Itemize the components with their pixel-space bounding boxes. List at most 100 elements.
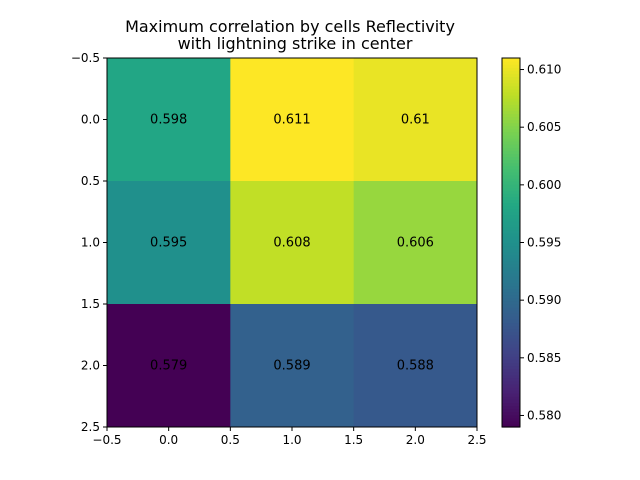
colorbar-segment bbox=[502, 134, 520, 139]
y-axis: −0.5 0.0 0.5 1.0 1.5 2.0 2.5 bbox=[71, 51, 107, 434]
colorbar-segment bbox=[502, 291, 520, 296]
colorbar-segment bbox=[502, 276, 520, 280]
colorbar-segment bbox=[502, 350, 520, 354]
cell-value-label-r2-c0: 0.579 bbox=[150, 359, 187, 374]
colorbar-segment bbox=[502, 267, 520, 271]
heatmap-cell-r2-c2 bbox=[353, 304, 478, 428]
colorbar-segment bbox=[502, 196, 520, 201]
colorbar-tick-label: 0.610 bbox=[527, 63, 561, 77]
colorbar-segment bbox=[502, 199, 520, 204]
colorbar-segment bbox=[502, 371, 520, 376]
x-tick-label: 2.0 bbox=[406, 433, 425, 447]
colorbar-segment bbox=[502, 288, 520, 293]
colorbar-segment bbox=[502, 128, 520, 133]
colorbar-segment bbox=[502, 390, 520, 394]
heatmap-cell-r0-c2 bbox=[353, 58, 478, 182]
colorbar-segment bbox=[502, 162, 520, 167]
y-tick-label: −0.5 bbox=[71, 51, 100, 65]
colorbar-segment bbox=[502, 165, 520, 170]
cell-value-label-r1-c1: 0.608 bbox=[273, 236, 310, 251]
heatmap-cell-r0-c0 bbox=[107, 58, 231, 182]
x-axis: −0.5 0.0 0.5 1.0 1.5 2.0 2.5 bbox=[92, 427, 487, 447]
x-tick-label: 2.5 bbox=[467, 433, 486, 447]
heatmap-cells bbox=[107, 58, 478, 428]
colorbar-segment bbox=[502, 264, 520, 268]
x-tick-label: 1.0 bbox=[282, 433, 301, 447]
cell-value-label-r0-c0: 0.598 bbox=[150, 113, 187, 128]
colorbar-segment bbox=[502, 137, 520, 142]
colorbar-segment bbox=[502, 131, 520, 136]
colorbar-segment bbox=[502, 374, 520, 379]
colorbar-segment bbox=[502, 362, 520, 367]
colorbar-segment bbox=[502, 420, 520, 425]
colorbar-segment bbox=[502, 91, 520, 96]
colorbar-segment bbox=[502, 294, 520, 299]
colorbar-segment bbox=[502, 171, 520, 176]
colorbar-segment bbox=[502, 211, 520, 216]
colorbar-segment bbox=[502, 322, 520, 327]
colorbar-segment bbox=[502, 208, 520, 213]
colorbar-segment bbox=[502, 347, 520, 351]
colorbar-segment bbox=[502, 116, 520, 121]
colorbar-segment bbox=[502, 82, 520, 87]
colorbar-segment bbox=[502, 61, 520, 65]
colorbar-segment bbox=[502, 251, 520, 256]
colorbar-segment bbox=[502, 141, 520, 145]
colorbar-segment bbox=[502, 300, 520, 305]
colorbar-segment bbox=[502, 310, 520, 314]
colorbar-segment bbox=[502, 325, 520, 330]
colorbar-segment bbox=[502, 337, 520, 342]
cell-value-label-r2-c1: 0.589 bbox=[273, 359, 310, 374]
colorbar-segment bbox=[502, 88, 520, 93]
colorbar-segment bbox=[502, 147, 520, 151]
heatmap-cell-r2-c0 bbox=[107, 304, 231, 428]
colorbar-segment bbox=[502, 177, 520, 182]
colorbar-segment bbox=[502, 227, 520, 231]
y-tick-label: 0.0 bbox=[81, 113, 100, 127]
colorbar-segment bbox=[502, 257, 520, 262]
colorbar-segment bbox=[502, 270, 520, 274]
colorbar-segment bbox=[502, 94, 520, 99]
x-tick-label: −0.5 bbox=[92, 433, 121, 447]
colorbar-segment bbox=[502, 273, 520, 277]
colorbar-segment bbox=[502, 313, 520, 317]
cell-value-label-r0-c2: 0.61 bbox=[401, 113, 430, 128]
y-tick-label: 1.0 bbox=[81, 236, 100, 250]
colorbar-segment bbox=[502, 174, 520, 179]
colorbar-segment bbox=[502, 190, 520, 194]
colorbar-segment bbox=[502, 402, 520, 407]
chart-title-line-1: Maximum correlation by cells Reflectivit… bbox=[125, 17, 455, 36]
colorbar-segment bbox=[502, 236, 520, 241]
colorbar-segment bbox=[502, 79, 520, 84]
y-tick-label: 2.0 bbox=[81, 359, 100, 373]
colorbar-segment bbox=[502, 297, 520, 302]
heatmap-cell-r1-c0 bbox=[107, 181, 231, 305]
colorbar-segment bbox=[502, 343, 520, 348]
colorbar-tick-label: 0.590 bbox=[527, 293, 561, 307]
colorbar-segment bbox=[502, 245, 520, 250]
colorbar-segment bbox=[502, 233, 520, 237]
x-tick-label: 1.5 bbox=[344, 433, 363, 447]
colorbar-segment bbox=[502, 279, 520, 284]
colorbar-segment bbox=[502, 393, 520, 397]
colorbar-segment bbox=[502, 217, 520, 222]
colorbar-segment bbox=[502, 73, 520, 78]
colorbar-segment bbox=[502, 380, 520, 385]
colorbar-segment bbox=[502, 67, 520, 71]
colorbar-tick-label: 0.595 bbox=[527, 236, 561, 250]
colorbar-segment bbox=[502, 282, 520, 287]
colorbar-segment bbox=[502, 122, 520, 127]
colorbar-segment bbox=[502, 365, 520, 370]
colorbar-segment bbox=[502, 316, 520, 320]
x-tick-label: 0.0 bbox=[159, 433, 178, 447]
colorbar-segment bbox=[502, 307, 520, 311]
colorbar-segment bbox=[502, 224, 520, 228]
colorbar-segment bbox=[502, 396, 520, 400]
cell-value-label-r1-c0: 0.595 bbox=[150, 236, 187, 251]
cell-value-label-r2-c2: 0.588 bbox=[397, 359, 434, 374]
colorbar-segment bbox=[502, 331, 520, 336]
heatmap-cell-r1-c1 bbox=[230, 181, 355, 305]
colorbar-segment bbox=[502, 220, 520, 225]
colorbar-segment bbox=[502, 159, 520, 164]
colorbar-segment bbox=[502, 70, 520, 74]
